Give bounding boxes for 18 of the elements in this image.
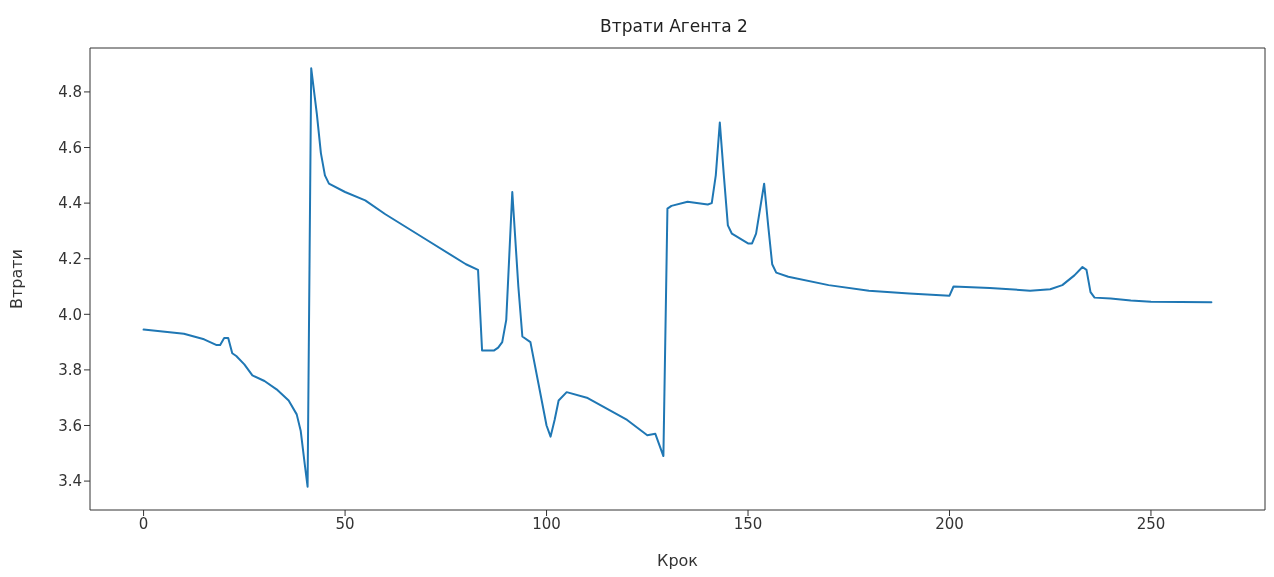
y-axis-title: Втрати — [6, 249, 26, 309]
y-tick-label: 4.4 — [58, 194, 82, 213]
y-tick-label: 4.8 — [58, 83, 82, 102]
x-tick-label: 50 — [335, 514, 355, 533]
y-tick-label: 4.6 — [58, 138, 82, 157]
x-axis-title: Крок — [657, 551, 699, 570]
x-tick-label: 0 — [138, 514, 149, 533]
x-tick-label: 200 — [935, 514, 964, 533]
y-tick-label: 4.0 — [58, 305, 82, 324]
x-tick-label: 100 — [532, 514, 561, 533]
y-tick-label: 3.4 — [58, 472, 82, 491]
x-tick-label: 250 — [1136, 514, 1166, 533]
y-tick-label: 4.2 — [58, 250, 82, 269]
line-series — [142, 67, 1213, 488]
x-tick-label: 150 — [733, 514, 763, 533]
y-tick-label: 3.8 — [58, 361, 82, 380]
chart-title: Втрати Агента 2 — [599, 16, 749, 36]
y-tick-label: 3.6 — [58, 416, 82, 435]
